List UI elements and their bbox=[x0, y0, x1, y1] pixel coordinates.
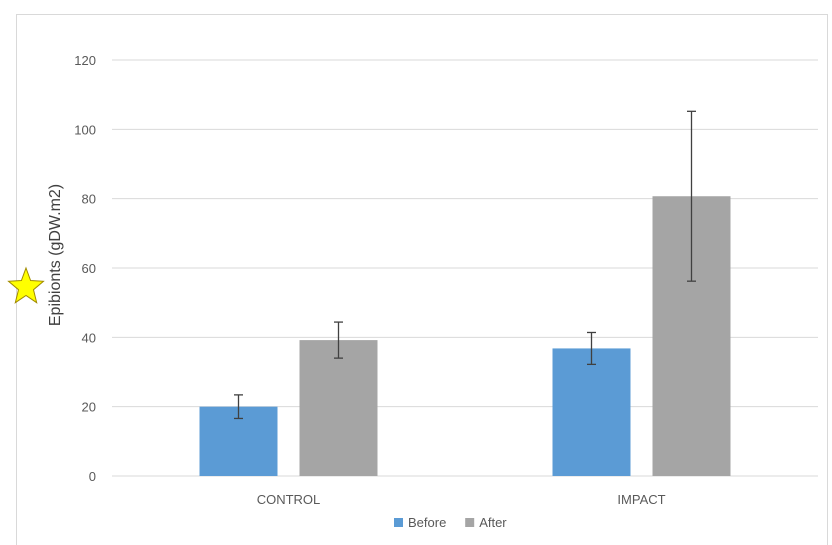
y-tick-label: 120 bbox=[74, 53, 96, 68]
y-tick-label: 60 bbox=[82, 261, 96, 276]
bar-after-control bbox=[299, 340, 378, 476]
error-bar bbox=[687, 110, 696, 282]
bar-before-impact bbox=[552, 348, 631, 476]
y-tick-label: 100 bbox=[74, 122, 96, 137]
legend-swatch bbox=[465, 518, 475, 527]
y-tick-label: 80 bbox=[82, 192, 96, 207]
error-bar bbox=[334, 321, 343, 359]
y-axis-ticks: 0 20 40 60 80 100 120 bbox=[74, 53, 96, 484]
x-category-label: CONTROL bbox=[257, 492, 321, 507]
y-tick-label: 0 bbox=[89, 469, 96, 484]
legend-swatch bbox=[394, 518, 403, 527]
y-tick-label: 20 bbox=[82, 400, 96, 415]
legend-item-after: After bbox=[465, 515, 507, 530]
legend: Before After bbox=[394, 515, 507, 530]
error-bar bbox=[587, 331, 596, 366]
legend-label: After bbox=[479, 515, 507, 530]
star-icon bbox=[7, 266, 45, 304]
x-axis-categories: CONTROL IMPACT bbox=[257, 492, 666, 507]
y-axis-label: Epibionts (gDW.m2) bbox=[47, 184, 64, 326]
x-category-label: IMPACT bbox=[617, 492, 665, 507]
legend-label: Before bbox=[408, 515, 446, 530]
legend-item-before: Before bbox=[394, 515, 446, 530]
y-tick-label: 40 bbox=[82, 330, 96, 345]
error-bar bbox=[234, 394, 243, 420]
bars bbox=[199, 196, 731, 477]
error-bars bbox=[234, 110, 696, 420]
